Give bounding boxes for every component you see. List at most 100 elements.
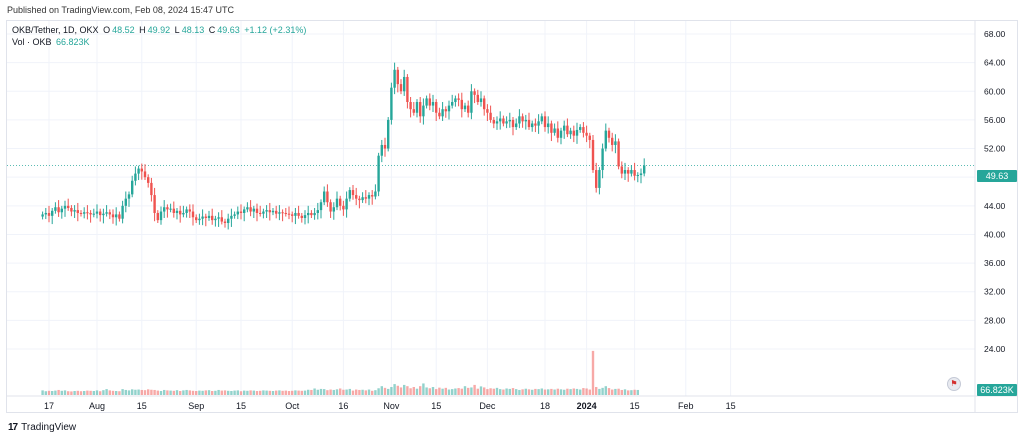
candle-body [303,215,307,218]
volume-bar [291,390,294,395]
chart-frame[interactable] [6,20,1018,413]
volume-bar [339,388,342,395]
close-label: C [208,25,216,35]
candle-body [630,170,633,174]
candle-body [275,210,278,214]
candle-body [131,180,134,195]
candle-body [374,191,377,197]
volume-bar [412,387,415,395]
volume-bar [518,389,521,395]
candle-body [383,144,387,149]
volume-bar [355,389,358,395]
volume-bar [630,390,633,395]
volume-bar [147,389,150,395]
candle-body [595,170,598,188]
candle-body [73,210,76,212]
candle-body [537,121,540,126]
candle-body [335,198,339,208]
candle-body [415,102,419,113]
y-tick-label: 52.00 [984,144,1006,154]
volume-bar [457,388,460,395]
volume-bar [326,390,329,395]
candle-body [175,210,179,213]
volume-bar [102,390,105,395]
candle-body [604,130,607,149]
volume-bar [348,388,351,395]
volume-bar [259,390,262,395]
candle-body [409,102,412,110]
symbol-label[interactable]: OKB/Tether, 1D, OKX [12,25,99,35]
candle-body [115,214,118,218]
volume-bar [623,389,627,395]
candle-body [556,128,559,138]
candle-body [515,123,518,128]
y-tick-label: 60.00 [984,86,1006,96]
candle-body [262,211,265,214]
volume-bar [207,390,211,395]
volume-bar [268,390,271,395]
us-flag-icon[interactable]: ⚑ [947,377,961,391]
candle-body [147,177,150,183]
candle-body [361,197,364,201]
candle-body [319,202,323,211]
candle-body [393,69,396,88]
candle-body [265,210,268,212]
candle-body [313,212,316,216]
volume-label[interactable]: Vol · OKB [12,37,52,47]
volume-bar [246,390,249,395]
volume-bar [492,388,495,395]
candle-body [172,208,175,213]
candle-body [591,139,595,171]
volume-bar [303,390,307,395]
candle-body [531,123,534,128]
volume-bar [435,389,438,395]
volume-bar [76,390,79,395]
volume-bar [307,389,310,395]
volume-bar [345,389,348,395]
volume-bar [364,390,367,395]
candle-body [358,198,361,201]
candle-body [223,221,227,223]
volume-bar [367,389,371,395]
volume-bar [419,386,422,395]
volume-bar [127,390,131,395]
volume-bar [399,387,403,395]
candle-body [307,212,310,216]
volume-bar [627,390,630,395]
tradingview-logo-icon[interactable]: 17 [8,422,18,433]
candle-body [339,198,342,206]
x-tick-label: 15 [137,401,147,411]
volume-bar [502,389,505,395]
candle-body [332,207,335,212]
volume-bar [79,391,83,395]
volume-bar [403,384,406,395]
volume-bar [60,390,63,395]
candle-body [239,211,243,213]
volume-bar [371,390,374,395]
volume-bar [204,390,207,395]
candle-body [467,105,470,113]
volume-bar [313,388,316,395]
volume-bar [243,390,246,395]
candle-body [182,212,185,215]
tradingview-brand[interactable]: TradingView [21,422,77,433]
candle-body [355,195,358,199]
candle-body [428,98,431,106]
volume-bar [233,390,236,395]
candle-body [425,98,428,106]
change-value: +1.12 (+2.31%) [244,25,307,35]
candle-body [547,123,550,128]
published-notice: Published on TradingView.com, Feb 08, 20… [7,5,234,15]
candle-body [377,155,380,192]
candle-body [111,214,115,218]
candle-body [214,218,217,221]
y-tick-label: 24.00 [984,344,1006,354]
volume-bar [566,388,569,395]
candle-body [163,207,166,212]
candle-body [95,211,99,214]
volume-bar [601,387,604,395]
y-tick-label: 56.00 [984,115,1006,125]
candle-body [435,102,438,113]
volume-bar [428,388,431,395]
